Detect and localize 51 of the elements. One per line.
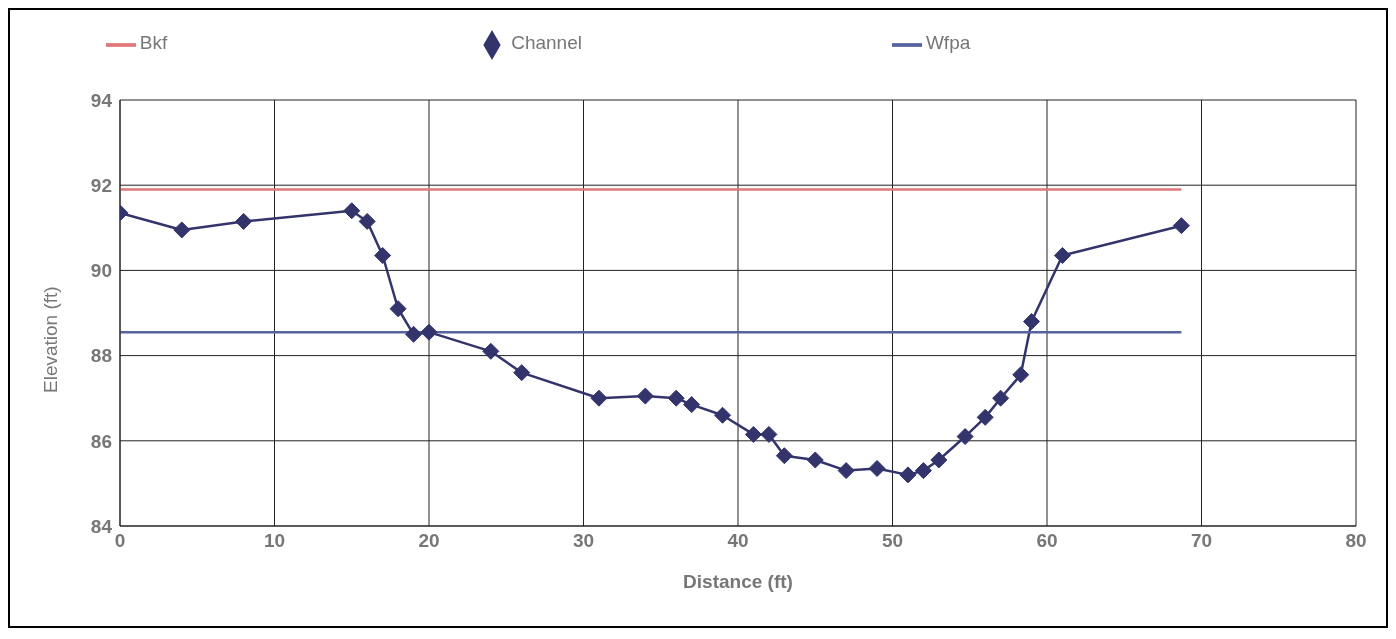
point (1053, 246, 1071, 264)
point (513, 364, 531, 382)
point (173, 221, 191, 239)
point (358, 212, 376, 230)
legend-label: Channel (511, 32, 582, 54)
point (235, 212, 253, 230)
y-tick-label: 92 (90, 174, 112, 196)
x-tick-label: 80 (1345, 530, 1367, 552)
point (930, 451, 948, 469)
y-tick-label: 88 (90, 345, 112, 367)
point (744, 425, 762, 443)
point (868, 459, 886, 477)
y-tick-label: 90 (90, 260, 112, 282)
x-tick-label: 10 (263, 530, 286, 552)
point (374, 246, 392, 264)
point (482, 342, 500, 360)
x-tick-label: 50 (881, 530, 904, 552)
point (1023, 313, 1041, 331)
y-tick-label: 94 (90, 89, 113, 111)
point (714, 406, 732, 424)
point (590, 389, 608, 407)
x-tick-label: 60 (1036, 530, 1058, 552)
point (837, 462, 855, 480)
point (806, 451, 824, 469)
point (1012, 366, 1030, 384)
point (775, 447, 793, 465)
y-tick-label: 86 (90, 430, 112, 452)
point (405, 325, 423, 343)
x-tick-label: 70 (1190, 530, 1213, 552)
legend-label: Bkf (139, 32, 168, 54)
x-tick-label: 30 (572, 530, 595, 552)
point (956, 428, 974, 446)
x-tick-label: 40 (727, 530, 749, 552)
point (683, 396, 701, 414)
point (914, 462, 932, 480)
x-axis-title: Distance (ft) (683, 571, 793, 592)
legend-label: Wfpa (925, 32, 971, 54)
x-tick-label: 20 (418, 530, 440, 552)
point (1172, 217, 1190, 235)
point (343, 202, 361, 220)
y-axis-title: Elevation (ft) (39, 286, 61, 393)
point (992, 389, 1010, 407)
point (899, 466, 917, 484)
point (389, 300, 407, 318)
point (636, 387, 654, 405)
point (420, 323, 438, 341)
point (760, 425, 778, 443)
point (667, 389, 685, 407)
y-tick-label: 84 (90, 515, 113, 537)
x-tick-label: 0 (114, 530, 126, 552)
point (976, 408, 994, 426)
